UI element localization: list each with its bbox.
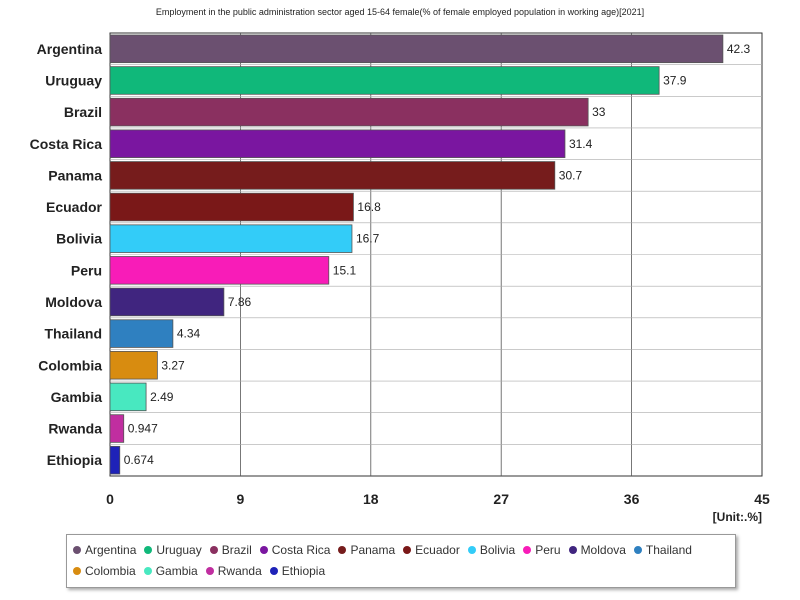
legend-label: Brazil — [221, 542, 252, 557]
bar-moldova — [109, 287, 225, 317]
value-label: 30.7 — [559, 168, 583, 182]
value-label: 3.27 — [161, 358, 185, 372]
bar-gambia — [109, 382, 147, 412]
legend-label: Gambia — [155, 563, 198, 578]
category-label: Ethiopia — [47, 452, 102, 468]
legend-marker-icon — [73, 566, 81, 575]
legend-item: Ecuador — [403, 539, 460, 560]
bar-brazil — [109, 97, 589, 127]
x-tick-label: 18 — [363, 491, 379, 507]
legend-marker-icon — [523, 545, 532, 554]
legend-item: Argentina — [73, 539, 136, 560]
category-label: Colombia — [38, 357, 102, 373]
bar-argentina — [109, 34, 724, 64]
legend-item: Peru — [523, 539, 561, 560]
value-label: 7.86 — [228, 295, 252, 309]
value-label: 0.947 — [128, 422, 158, 436]
legend-item: Ethiopia — [269, 560, 326, 581]
legend-item: Moldova — [568, 539, 626, 560]
grid-lines — [110, 33, 762, 476]
bar-uruguay — [109, 66, 660, 95]
legend-label: Costa Rica — [271, 542, 331, 557]
legend-item: Gambia — [143, 560, 198, 581]
legend-marker-icon — [568, 545, 577, 554]
category-label: Rwanda — [48, 421, 102, 437]
legend-label: Ecuador — [415, 542, 460, 557]
x-tick-label: 36 — [624, 491, 640, 507]
legend-marker-icon — [259, 545, 268, 554]
bar-thailand — [109, 319, 174, 348]
legend-item: Thailand — [633, 539, 692, 560]
legend-marker-icon — [144, 545, 153, 554]
value-label: 16.7 — [356, 232, 380, 246]
legend-label: Colombia — [85, 563, 136, 578]
legend: Argentina Uruguay Brazil Costa Rica Panama Ec… — [66, 534, 736, 588]
bar-rwanda — [109, 414, 125, 443]
category-label: Brazil — [64, 104, 102, 120]
category-label: Panama — [48, 167, 102, 183]
bar-colombia — [109, 351, 158, 380]
legend-item: Costa Rica — [259, 539, 331, 560]
legend-label: Peru — [535, 542, 561, 557]
legend-marker-icon — [209, 545, 218, 554]
legend-label: Uruguay — [156, 542, 202, 557]
bar-panama — [109, 161, 556, 190]
value-label: 31.4 — [569, 137, 593, 151]
legend-marker-icon — [269, 566, 278, 575]
legend-item: Uruguay — [144, 539, 202, 560]
bars: Argentina 42.3 Uruguay 37.9 Brazil 33 Costa Ri… — [30, 34, 751, 475]
x-tick-label: 45 — [754, 491, 770, 507]
legend-label: Ethiopia — [281, 563, 326, 578]
x-tick-label: 0 — [106, 491, 114, 507]
value-label: 4.34 — [177, 327, 201, 341]
category-label: Bolivia — [56, 231, 102, 247]
unit-label: [Unit:.%] — [713, 510, 762, 524]
category-label: Costa Rica — [30, 136, 103, 152]
category-label: Peru — [71, 262, 102, 278]
legend-marker-icon — [73, 545, 81, 554]
bar-bolivia — [109, 224, 353, 253]
legend-label: Moldova — [580, 542, 626, 557]
category-label: Argentina — [37, 41, 103, 57]
legend-item: Panama — [338, 539, 395, 560]
category-label: Moldova — [45, 294, 102, 310]
value-label: 33 — [592, 105, 606, 119]
value-label: 15.1 — [333, 263, 357, 277]
legend-marker-icon — [467, 545, 476, 554]
value-label: 0.674 — [124, 453, 154, 467]
bar-costa-rica — [109, 129, 566, 158]
bar-ecuador — [109, 192, 354, 222]
bar-peru — [109, 256, 330, 285]
legend-marker-icon — [205, 566, 214, 575]
value-label: 16.8 — [357, 200, 381, 214]
legend-label: Argentina — [85, 542, 137, 557]
bar-chart: Argentina 42.3 Uruguay 37.9 Brazil 33 Costa Ri… — [30, 32, 770, 524]
x-tick-label: 9 — [237, 491, 245, 507]
legend-item: Colombia — [73, 560, 136, 581]
legend-marker-icon — [633, 545, 642, 554]
x-tick-label: 27 — [493, 491, 509, 507]
category-label: Gambia — [51, 389, 103, 405]
bar-ethiopia — [109, 445, 121, 475]
category-label: Thailand — [44, 326, 102, 342]
category-label: Ecuador — [46, 199, 103, 215]
value-label: 42.3 — [727, 42, 751, 56]
legend-marker-icon — [143, 566, 152, 575]
legend-item: Rwanda — [205, 560, 262, 581]
legend-label: Bolivia — [479, 542, 516, 557]
value-label: 2.49 — [150, 390, 174, 404]
category-label: Uruguay — [45, 72, 102, 88]
x-axis-ticks: 0 9 18 27 36 45 — [106, 491, 770, 507]
value-label: 37.9 — [663, 73, 687, 87]
legend-item: Bolivia — [467, 539, 516, 560]
legend-marker-icon — [338, 545, 347, 554]
legend-item: Brazil — [209, 539, 252, 560]
legend-label: Thailand — [645, 542, 692, 557]
legend-label: Rwanda — [217, 563, 262, 578]
legend-label: Panama — [350, 542, 396, 557]
chart-title: Employment in the public administration … — [155, 7, 645, 17]
legend-marker-icon — [403, 545, 412, 554]
